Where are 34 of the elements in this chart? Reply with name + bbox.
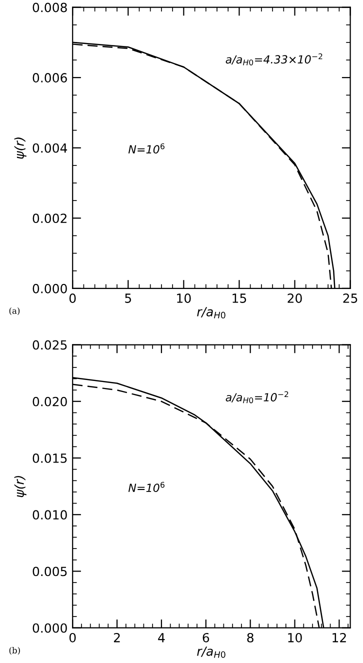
x-tick-label: 25 (343, 293, 358, 303)
x-tick-label: 15 (232, 294, 246, 303)
x-tick-label: 6 (202, 632, 210, 642)
y-axis-title: ψ(r) (14, 476, 26, 498)
x-tick-label: 0 (69, 632, 76, 642)
y-tick-label: 0.008 (32, 2, 67, 12)
y-tick-label: 0.005 (32, 566, 67, 576)
y-tick-label: 0.002 (32, 214, 66, 224)
x-tick-label: 2 (114, 632, 120, 642)
x-axis-title: r/a$_{H0}$ (197, 307, 226, 318)
annotation: N=10$^{6}$ (128, 143, 164, 154)
y-tick-label: 0.004 (32, 143, 68, 153)
y-tick-label: 0.000 (32, 623, 67, 633)
y-axis-title: ψ(r) (14, 138, 26, 159)
x-tick-label: 10 (288, 632, 302, 642)
y-tick-label: 0.020 (32, 396, 67, 406)
y-tick-label: 0.000 (32, 284, 67, 294)
y-tick-label: 0.010 (32, 510, 67, 520)
x-tick-label: 5 (125, 294, 132, 303)
x-axis-title: r/a$_{H0}$ (197, 646, 226, 658)
annotation: a/a$_{H0}$=4.33×10$^{−2}$ (226, 53, 322, 66)
x-tick-label: 12 (332, 632, 346, 642)
x-tick-label: 4 (158, 633, 165, 642)
y-tick-label: 0.015 (32, 453, 67, 463)
annotation: N=10$^{6}$ (128, 482, 164, 492)
y-tick-label: 0.006 (32, 73, 67, 82)
x-tick-label: 20 (288, 293, 302, 303)
text: (b) (9, 647, 20, 655)
y-tick-label: 0.025 (32, 340, 67, 350)
annotation: a/a$_{H0}$=10$^{−2}$ (226, 391, 288, 404)
x-tick-label: 0 (69, 293, 76, 303)
text: (a) (9, 307, 20, 316)
x-tick-label: 10 (177, 293, 191, 303)
x-tick-label: 8 (247, 632, 254, 642)
